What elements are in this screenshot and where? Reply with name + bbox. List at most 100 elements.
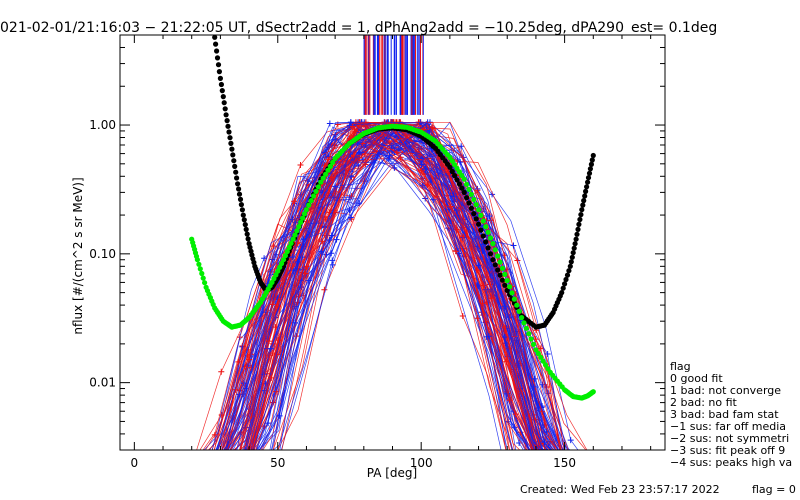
scan-point bbox=[560, 470, 566, 476]
scan-point bbox=[232, 470, 238, 476]
scan-point bbox=[589, 470, 595, 476]
scan-point bbox=[189, 470, 195, 476]
scan-point bbox=[565, 470, 571, 476]
fit-point bbox=[535, 350, 541, 357]
fit-point bbox=[315, 184, 321, 190]
scan-trace bbox=[252, 132, 567, 450]
scan-point bbox=[218, 470, 224, 476]
scan-point bbox=[207, 470, 213, 476]
fit-point bbox=[502, 271, 508, 277]
scan-point bbox=[587, 470, 593, 476]
scan-point bbox=[188, 470, 194, 476]
fit-point bbox=[581, 198, 587, 204]
scan-point bbox=[182, 470, 188, 476]
scan-trace bbox=[277, 121, 553, 450]
scan-point bbox=[589, 470, 595, 476]
scan-point bbox=[175, 470, 181, 476]
fit-point bbox=[538, 354, 544, 360]
scan-point bbox=[245, 470, 251, 476]
legend-item: −2 sus: not symmetri bbox=[670, 432, 789, 445]
fit-point bbox=[464, 181, 470, 187]
scan-point bbox=[174, 470, 180, 476]
scan-point bbox=[599, 470, 605, 476]
fit-point bbox=[229, 146, 235, 152]
scan-point bbox=[475, 262, 482, 269]
fit-point bbox=[245, 236, 251, 242]
fit-point bbox=[471, 211, 477, 217]
legend-item: 1 bad: not converge bbox=[670, 384, 781, 397]
y-tick-label: 1.00 bbox=[89, 118, 116, 132]
scan-point bbox=[179, 470, 185, 476]
scan-point bbox=[600, 470, 606, 476]
fit-point bbox=[226, 129, 232, 135]
scan-point bbox=[182, 470, 188, 476]
scan-point bbox=[289, 253, 296, 260]
scan-point bbox=[238, 470, 244, 476]
fit-point bbox=[563, 276, 569, 283]
fit-point bbox=[476, 207, 482, 213]
scan-point bbox=[177, 470, 183, 476]
scan-point bbox=[184, 470, 190, 476]
fit-point bbox=[284, 248, 290, 255]
fit-point bbox=[533, 347, 539, 353]
scan-point bbox=[213, 470, 219, 476]
fit-point bbox=[516, 308, 522, 314]
scan-point bbox=[601, 470, 607, 476]
scan-point bbox=[480, 282, 487, 289]
fit-point bbox=[580, 202, 586, 208]
data-layer bbox=[146, 35, 609, 476]
fit-point bbox=[223, 112, 229, 118]
scan-point bbox=[485, 333, 492, 340]
fit-point bbox=[231, 158, 237, 164]
fit-point bbox=[582, 193, 588, 199]
fit-point bbox=[313, 188, 319, 194]
scan-point bbox=[452, 248, 459, 255]
fit-point bbox=[588, 161, 595, 167]
fit-point bbox=[200, 275, 206, 281]
fit-point bbox=[509, 290, 515, 296]
scan-trace bbox=[239, 155, 502, 450]
scan-point bbox=[571, 470, 577, 476]
fit-point bbox=[311, 193, 317, 199]
scan-point bbox=[603, 470, 609, 476]
scan-point bbox=[160, 470, 166, 476]
scan-point bbox=[574, 470, 580, 476]
fit-point bbox=[235, 181, 241, 187]
fit-point bbox=[511, 296, 517, 302]
scan-point bbox=[574, 470, 580, 476]
fit-point bbox=[587, 166, 594, 172]
scan-point bbox=[147, 470, 153, 476]
scan-trace bbox=[227, 124, 515, 450]
scan-point bbox=[457, 159, 464, 166]
scan-point bbox=[146, 470, 152, 476]
scan-point bbox=[571, 470, 577, 476]
scan-point bbox=[539, 470, 545, 476]
fit-point bbox=[196, 261, 202, 267]
fit-point bbox=[468, 205, 474, 211]
fit-point bbox=[499, 277, 506, 283]
scan-point bbox=[216, 470, 222, 476]
fit-point bbox=[476, 221, 482, 227]
scan-point bbox=[591, 470, 597, 476]
scan-point bbox=[146, 470, 152, 476]
scan-trace bbox=[226, 121, 547, 450]
fit-point bbox=[495, 253, 501, 259]
scan-trace bbox=[255, 121, 531, 450]
scan-point bbox=[148, 470, 154, 476]
y-tick-label: 0.01 bbox=[89, 376, 116, 390]
scan-trace bbox=[215, 121, 535, 450]
scan-point bbox=[183, 470, 189, 476]
fit-point bbox=[567, 263, 573, 269]
scan-point bbox=[205, 470, 211, 476]
scan-point bbox=[598, 470, 604, 476]
fit-point bbox=[243, 226, 249, 232]
scan-point bbox=[532, 470, 538, 476]
fit-point bbox=[502, 282, 508, 288]
scan-point bbox=[386, 152, 393, 159]
fit-point bbox=[244, 231, 250, 237]
fit-point bbox=[497, 259, 503, 265]
fit-point bbox=[218, 81, 224, 88]
scan-trace bbox=[238, 121, 562, 450]
fit-point bbox=[521, 320, 527, 326]
